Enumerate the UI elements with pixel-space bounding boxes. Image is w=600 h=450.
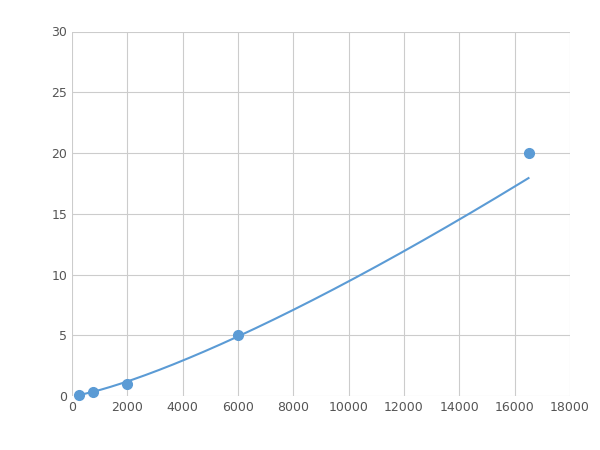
Point [74,391,84,398]
Point [88,389,98,396]
Point [122,380,132,387]
Point [524,149,533,157]
Point [233,332,243,339]
